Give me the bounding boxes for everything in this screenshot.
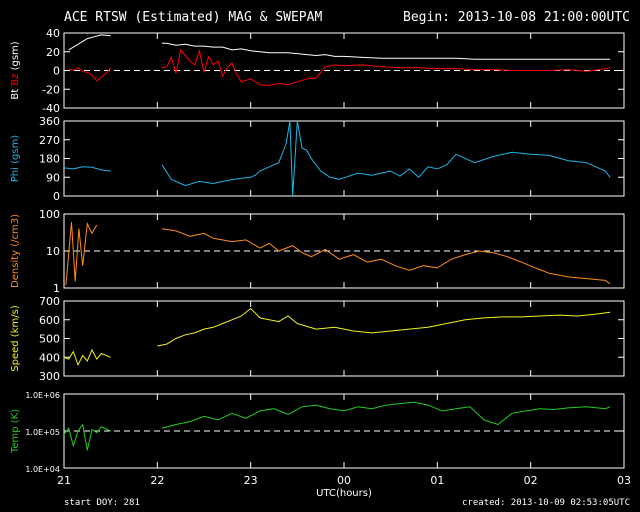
x-tick-label: 22 xyxy=(150,474,164,487)
y-tick-label-mag: -20 xyxy=(42,83,60,96)
y-axis-label-mag: Bt Bz (gsm) xyxy=(10,41,21,99)
chart-title: ACE RTSW (Estimated) MAG & SWEPAM xyxy=(64,10,323,25)
y-tick-label-mag: -40 xyxy=(42,102,60,115)
series-line-phi xyxy=(63,166,111,172)
y-tick-label-density: 1 xyxy=(53,282,60,295)
series-line-bt-seg1 xyxy=(162,42,610,60)
x-axis-label: UTC(hours) xyxy=(316,488,372,499)
y-tick-label-phi: 360 xyxy=(39,115,60,128)
series-line-bz xyxy=(68,67,112,82)
y-tick-label-speed: 500 xyxy=(39,333,60,346)
x-tick-label: 03 xyxy=(617,474,631,487)
x-tick-label: 01 xyxy=(430,474,444,487)
y-tick-label-temp: 1.0E+05 xyxy=(25,428,60,437)
y-axis-label-phi: Phi (gsm) xyxy=(10,135,21,183)
y-tick-label-phi: 180 xyxy=(39,153,60,166)
series-line-phi-seg1 xyxy=(161,120,611,197)
series-line-speed-seg1 xyxy=(157,307,611,347)
y-tick-label-phi: 270 xyxy=(39,134,60,147)
y-axis-label-part: (gsm) xyxy=(10,41,21,73)
y-tick-label-mag: 20 xyxy=(46,46,60,59)
y-axis-label-part: Bt xyxy=(10,89,21,100)
y-tick-label-temp: 1.0E+06 xyxy=(25,391,60,400)
series-line-density-seg1 xyxy=(161,228,611,285)
panel-frame-phi xyxy=(63,120,625,197)
series-line-speed xyxy=(63,348,111,367)
y-axis-label-part: Bz xyxy=(10,74,21,89)
series-line-bz-seg1 xyxy=(161,48,611,87)
series-line-temp-seg1 xyxy=(161,401,611,429)
y-tick-label-speed: 300 xyxy=(39,370,60,383)
x-tick-label: 21 xyxy=(57,474,71,487)
series-line-temp xyxy=(63,423,111,451)
y-tick-label-temp: 1.0E+04 xyxy=(25,465,60,474)
y-tick-label-density: 100 xyxy=(39,208,60,221)
series-line-bt xyxy=(68,34,111,51)
y-tick-label-speed: 400 xyxy=(39,351,60,364)
y-tick-label-phi: 90 xyxy=(46,171,60,184)
created-time: created: 2013-10-09 02:53:05UTC xyxy=(462,498,630,508)
series-line-density xyxy=(65,221,98,286)
x-tick-label: 02 xyxy=(524,474,538,487)
y-tick-label-density: 10 xyxy=(46,245,60,258)
y-tick-label-speed: 600 xyxy=(39,314,60,327)
y-tick-label-mag: 0 xyxy=(53,65,60,78)
x-tick-label: 00 xyxy=(337,474,351,487)
begin-time: Begin: 2013-10-08 21:00:00UTC xyxy=(403,10,630,25)
start-doy: start DOY: 281 xyxy=(64,498,140,508)
y-axis-label-temp: Temp (K) xyxy=(10,409,21,454)
y-tick-label-speed: 700 xyxy=(39,295,60,308)
y-axis-label-density: Density (/cm3) xyxy=(10,214,21,288)
panel-frame-speed xyxy=(63,300,625,377)
y-tick-label-phi: 0 xyxy=(53,190,60,203)
x-tick-label: 23 xyxy=(244,474,258,487)
y-tick-label-mag: 40 xyxy=(46,27,60,40)
y-axis-label-speed: Speed (km/s) xyxy=(10,305,21,372)
